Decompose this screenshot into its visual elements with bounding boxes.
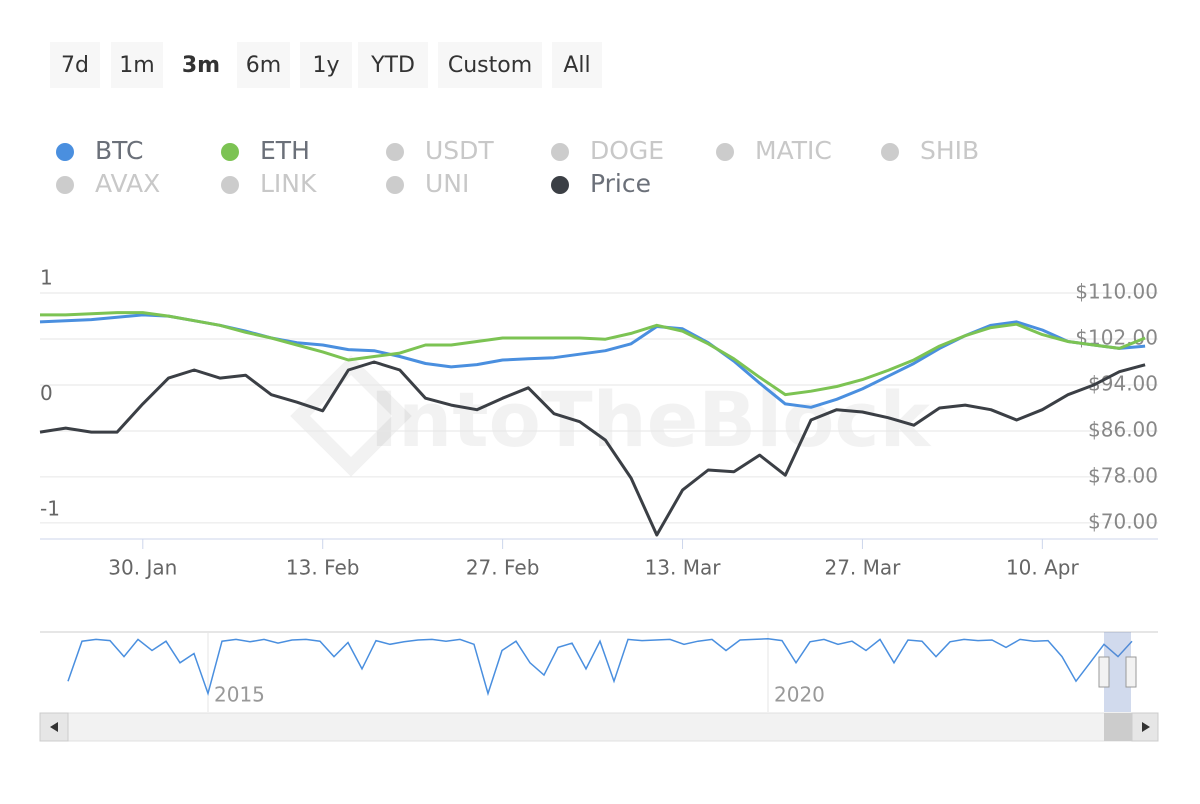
range-button-label[interactable]: Custom: [448, 53, 532, 78]
legend-marker[interactable]: [386, 143, 404, 161]
y-tick-label: 0: [40, 381, 53, 405]
navigator-handle[interactable]: [1125, 656, 1137, 688]
legend-marker[interactable]: [716, 143, 734, 161]
y2-tick-label: $110.00: [1075, 280, 1158, 304]
legend-label[interactable]: SHIB: [920, 136, 979, 165]
range-button[interactable]: [111, 42, 163, 88]
navigator-line: [67, 638, 1133, 697]
legend-marker[interactable]: [881, 143, 899, 161]
legend-label[interactable]: DOGE: [590, 136, 664, 165]
legend-marker[interactable]: [56, 143, 74, 161]
range-button[interactable]: [438, 42, 542, 88]
range-button-label[interactable]: 6m: [246, 53, 281, 78]
legend-marker[interactable]: [56, 176, 74, 194]
legend-label[interactable]: ETH: [260, 136, 310, 165]
scrollbar-left-arrow: [50, 722, 58, 732]
navigator-label: 2020: [774, 683, 825, 707]
range-button-label[interactable]: 7d: [61, 53, 89, 78]
y2-tick-label: $86.00: [1088, 417, 1158, 441]
legend-label[interactable]: Price: [590, 169, 651, 198]
legend-label[interactable]: UNI: [425, 169, 469, 198]
range-button-label[interactable]: YTD: [370, 53, 415, 78]
legend-label[interactable]: LINK: [260, 169, 317, 198]
series-line: [39, 360, 1146, 537]
range-button[interactable]: [237, 42, 290, 88]
range-button[interactable]: [174, 42, 228, 88]
legend-label[interactable]: BTC: [95, 136, 143, 165]
y-tick-label: 1: [40, 266, 53, 290]
scrollbar-left[interactable]: [39, 712, 69, 742]
legend-marker[interactable]: [551, 176, 569, 194]
legend-marker[interactable]: [221, 176, 239, 194]
range-button-label[interactable]: 1m: [119, 53, 154, 78]
range-button[interactable]: [50, 42, 100, 88]
legend-marker[interactable]: [551, 143, 569, 161]
legend-label[interactable]: AVAX: [95, 169, 160, 198]
x-tick-label: 13. Mar: [645, 556, 722, 580]
x-tick-label: 30. Jan: [108, 556, 177, 580]
y-tick-label: -1: [40, 496, 60, 520]
x-tick-label: 27. Feb: [466, 556, 540, 580]
navigator-label: 2015: [214, 683, 265, 707]
range-button-label[interactable]: 3m: [182, 53, 220, 78]
watermark: IntoTheBlock: [370, 375, 932, 464]
legend-label[interactable]: USDT: [425, 136, 494, 165]
series-line: [40, 311, 1146, 397]
range-button[interactable]: [552, 42, 602, 88]
legend-marker[interactable]: [386, 176, 404, 194]
scrollbar-thumb[interactable]: [1104, 713, 1132, 741]
y2-tick-label: $70.00: [1088, 509, 1158, 533]
legend-label[interactable]: MATIC: [755, 136, 832, 165]
range-button[interactable]: [300, 42, 352, 88]
x-tick-label: 10. Apr: [1006, 556, 1080, 580]
scrollbar-track[interactable]: [39, 712, 1159, 742]
range-button[interactable]: [358, 42, 428, 88]
x-tick-label: 13. Feb: [286, 556, 360, 580]
x-tick-label: 27. Mar: [824, 556, 901, 580]
watermark-logo: [290, 355, 412, 477]
scrollbar-right-arrow: [1142, 722, 1150, 732]
navigator-handle[interactable]: [1098, 656, 1110, 688]
y2-tick-label: $102.00: [1075, 325, 1158, 349]
legend-marker[interactable]: [221, 143, 239, 161]
range-button-label[interactable]: 1y: [312, 53, 339, 78]
range-button-label[interactable]: All: [563, 53, 590, 78]
y2-tick-label: $78.00: [1088, 463, 1158, 487]
